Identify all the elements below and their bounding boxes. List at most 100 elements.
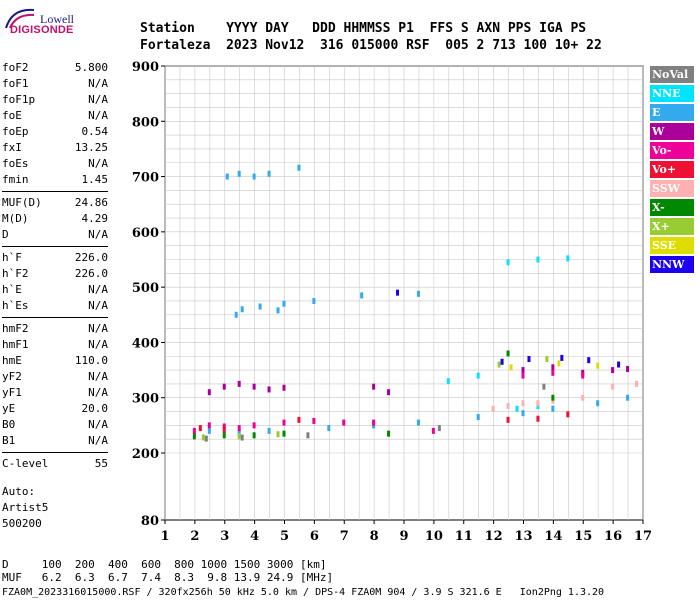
data-point-nnw xyxy=(396,289,400,296)
legend-item-nnw: NNW xyxy=(650,256,694,273)
data-point-x- xyxy=(276,431,280,438)
data-point-w xyxy=(372,383,376,390)
data-point-w xyxy=(282,384,286,391)
auto-program: Artist5 xyxy=(2,501,49,514)
data-point-vo- xyxy=(252,422,256,429)
param-row-yf1: yF1 N/A xyxy=(2,385,108,401)
data-point-ssw xyxy=(536,400,540,407)
data-point-vo- xyxy=(431,427,435,434)
data-point-e xyxy=(252,173,256,180)
param-value: N/A xyxy=(88,434,108,447)
param-label: hmE xyxy=(2,354,22,367)
param-value: 13.25 xyxy=(74,141,108,154)
x-tick-label: 5 xyxy=(280,529,289,544)
param-row-hmf1: hmF1 N/A xyxy=(2,337,108,353)
param-value: N/A xyxy=(88,157,108,170)
data-point-vo- xyxy=(237,425,241,432)
param-label: hmF2 xyxy=(2,322,29,335)
param-row-foep: foEp 0.54 xyxy=(2,124,108,140)
x-tick-label: 12 xyxy=(485,529,503,544)
param-row-fmin: fmin 1.45 xyxy=(2,172,108,188)
muf-row: MUF 6.2 6.3 6.7 7.4 8.3 9.8 13.9 24.9 [M… xyxy=(2,571,334,584)
x-tick-label: 3 xyxy=(220,529,229,544)
data-point-x- xyxy=(551,394,555,401)
param-row-h-es: h`Es N/A xyxy=(2,298,108,314)
param-row-hme: hmE 110.0 xyxy=(2,353,108,369)
data-point-e xyxy=(327,425,331,432)
data-point-vo- xyxy=(282,419,286,426)
param-row-c-level: C-level 55 xyxy=(2,456,108,472)
data-point-e xyxy=(297,164,301,171)
x-tick-label: 17 xyxy=(634,529,652,544)
y-tick-label: 700 xyxy=(132,171,159,186)
auto-version: 500200 xyxy=(2,517,42,530)
data-point-w xyxy=(267,386,271,393)
x-tick-label: 9 xyxy=(399,529,408,544)
param-value: N/A xyxy=(88,283,108,296)
param-label: D xyxy=(2,228,9,241)
data-point-vo- xyxy=(342,419,346,426)
x-tick-label: 11 xyxy=(455,529,473,544)
param-value: N/A xyxy=(88,322,108,335)
data-point-e xyxy=(521,410,525,417)
param-value: N/A xyxy=(88,338,108,351)
data-point-vo- xyxy=(536,415,540,422)
param-divider xyxy=(2,317,108,318)
data-point-ssw xyxy=(581,394,585,401)
data-point-x- xyxy=(237,433,241,440)
param-label: B0 xyxy=(2,418,16,431)
muf-table: D 100 200 400 600 800 1000 1500 3000 [km… xyxy=(2,558,333,584)
param-label: h`F xyxy=(2,251,22,264)
param-divider xyxy=(2,452,108,453)
data-point-ssw xyxy=(611,383,615,390)
digisonde-logo-icon xyxy=(5,8,35,29)
logo-lowell-text: Lowell xyxy=(40,12,74,26)
x-tick-label: 15 xyxy=(574,529,592,544)
param-value: 226.0 xyxy=(74,267,108,280)
param-label: MUF(D) xyxy=(2,196,42,209)
param-row-m-d-: M(D) 4.29 xyxy=(2,211,108,227)
param-row-d: D N/A xyxy=(2,227,108,243)
data-point-w xyxy=(237,380,241,387)
data-point-e xyxy=(312,297,316,304)
data-point-vo- xyxy=(372,419,376,426)
x-tick-label: 14 xyxy=(544,529,562,544)
param-label: foF1 xyxy=(2,77,29,90)
data-point-w xyxy=(222,383,226,390)
x-tick-label: 6 xyxy=(310,529,319,544)
data-point-w xyxy=(611,367,615,374)
file-info-footer: FZA0M_2023316015000.RSF / 320fx256h 50 k… xyxy=(2,587,605,598)
legend-item-x-: X- xyxy=(650,199,694,216)
data-point-nne xyxy=(446,378,450,385)
data-point-e xyxy=(551,405,555,412)
data-point-nnw xyxy=(560,354,564,361)
x-tick-label: 16 xyxy=(604,529,622,544)
param-label: yF2 xyxy=(2,370,22,383)
ionospheric-parameters-panel: foF2 5.800 foF1 N/A foF1p N/A foE N/A foEp 0.54 fx… xyxy=(2,60,108,472)
param-value: 24.86 xyxy=(74,196,108,209)
data-point-x- xyxy=(506,350,510,357)
param-row-h-f2: h`F2 226.0 xyxy=(2,266,108,282)
param-row-b1: B1 N/A xyxy=(2,433,108,449)
data-point-noval xyxy=(240,434,244,441)
data-point-e xyxy=(225,173,229,180)
legend-item-vo-: Vo- xyxy=(650,142,694,159)
y-tick-label: 500 xyxy=(132,281,159,296)
param-value: 110.0 xyxy=(74,354,108,367)
param-divider xyxy=(2,246,108,247)
data-point-vo- xyxy=(207,422,211,429)
data-point-nne xyxy=(536,256,540,263)
data-point-e xyxy=(276,307,280,314)
data-point-ssw xyxy=(491,405,495,412)
data-point-w xyxy=(551,364,555,371)
data-point-vo- xyxy=(312,417,316,424)
x-tick-label: 7 xyxy=(340,529,349,544)
param-value: N/A xyxy=(88,299,108,312)
data-point-sse xyxy=(509,364,513,371)
data-point-vo- xyxy=(297,416,301,423)
x-tick-label: 1 xyxy=(160,529,169,544)
param-value: N/A xyxy=(88,370,108,383)
data-point-ssw xyxy=(635,380,639,387)
data-point-nnw xyxy=(587,357,591,364)
